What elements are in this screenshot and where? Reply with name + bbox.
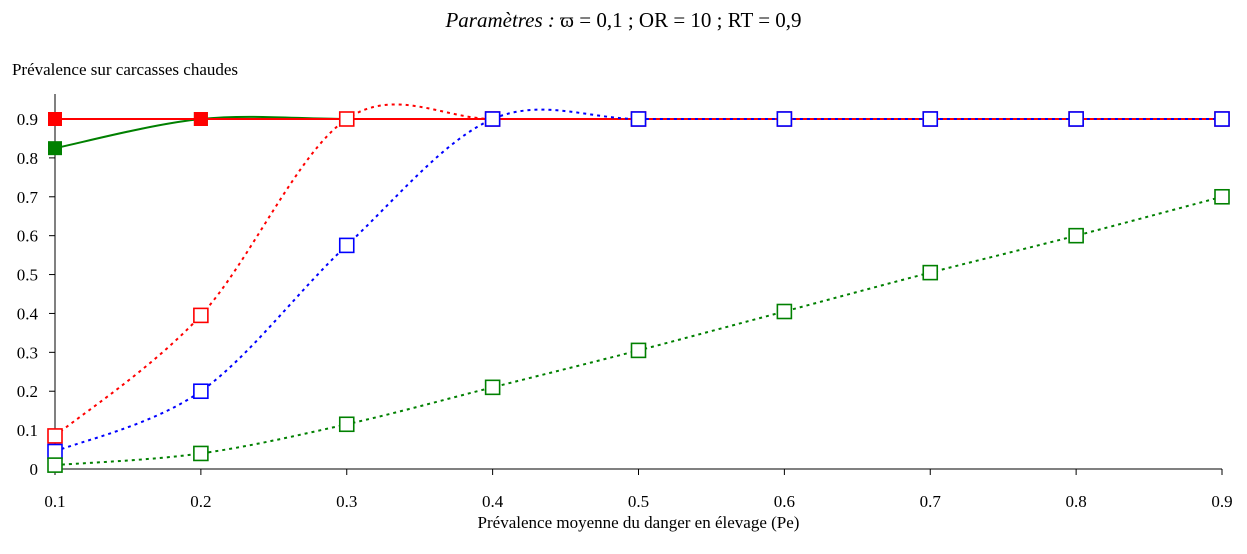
series-3-point — [193, 307, 209, 324]
series-5-point — [338, 416, 355, 433]
y-tick-label: 0.5 — [17, 266, 38, 285]
series-3-point — [338, 111, 355, 127]
x-tick-label: 0.1 — [44, 492, 65, 511]
series-1-point — [48, 141, 62, 156]
series-4-point — [1214, 111, 1230, 127]
x-tick-label: 0.6 — [774, 492, 795, 511]
y-tick-label: 0.7 — [17, 188, 39, 207]
x-tick-label: 0.4 — [482, 492, 504, 511]
series-4-point — [338, 237, 355, 254]
series-5-point — [1068, 227, 1084, 244]
series-4-line — [54, 108, 1222, 453]
series-4-point — [922, 111, 939, 127]
x-tick-label: 0.7 — [920, 492, 942, 511]
series-5-point — [484, 379, 501, 396]
series-lines — [54, 103, 1223, 467]
series-2-point — [193, 112, 208, 126]
series-5-point — [193, 445, 209, 462]
y-tick-label: 0.9 — [17, 110, 38, 129]
series-2-point — [48, 112, 62, 126]
y-tick-label: 0.1 — [17, 421, 38, 440]
series-4-point — [630, 111, 647, 127]
x-tick-label: 0.5 — [628, 492, 649, 511]
series-4-point — [484, 111, 501, 127]
title-params: ϖ = 0,1 ; OR = 10 ; RT = 0,9 — [560, 8, 802, 32]
series-5-point — [922, 264, 939, 281]
chart-title: Paramètres : ϖ = 0,1 ; OR = 10 ; RT = 0,… — [0, 8, 1247, 33]
series-4-point — [1068, 111, 1084, 127]
y-axis-label: Prévalence sur carcasses chaudes — [11, 60, 239, 79]
y-tick-label: 0.8 — [17, 149, 38, 168]
series-5-point — [776, 303, 793, 320]
series-3-point — [47, 428, 63, 444]
x-tick-label: 0.9 — [1211, 492, 1232, 511]
title-prefix: Paramètres : — [445, 8, 555, 32]
series-4-point — [776, 111, 793, 127]
series-5-line — [54, 195, 1223, 467]
series-3-line — [54, 103, 1222, 437]
y-tick-label: 0.3 — [17, 343, 38, 362]
x-tick-label: 0.2 — [190, 492, 211, 511]
y-tick-label: 0.2 — [17, 382, 38, 401]
y-tick-label: 0.6 — [17, 227, 38, 246]
series-4-point — [47, 443, 63, 460]
series-5-point — [1214, 188, 1230, 205]
x-axis-label: Prévalence moyenne du danger en élevage … — [477, 513, 800, 532]
axes: 0 0.1 0.2 0.3 0.4 0.5 0.6 0.7 0.8 0.9 0.1 0.2 0.3 0.4… — [17, 94, 1233, 511]
x-tick-label: 0.8 — [1066, 492, 1087, 511]
y-tick-label: 0 — [30, 460, 39, 479]
series-5-point — [47, 457, 63, 473]
x-tick-label: 0.3 — [336, 492, 357, 511]
y-tick-label: 0.4 — [17, 304, 39, 323]
series-4-point — [193, 383, 209, 400]
series-markers — [47, 111, 1230, 473]
series-5-point — [630, 342, 647, 359]
